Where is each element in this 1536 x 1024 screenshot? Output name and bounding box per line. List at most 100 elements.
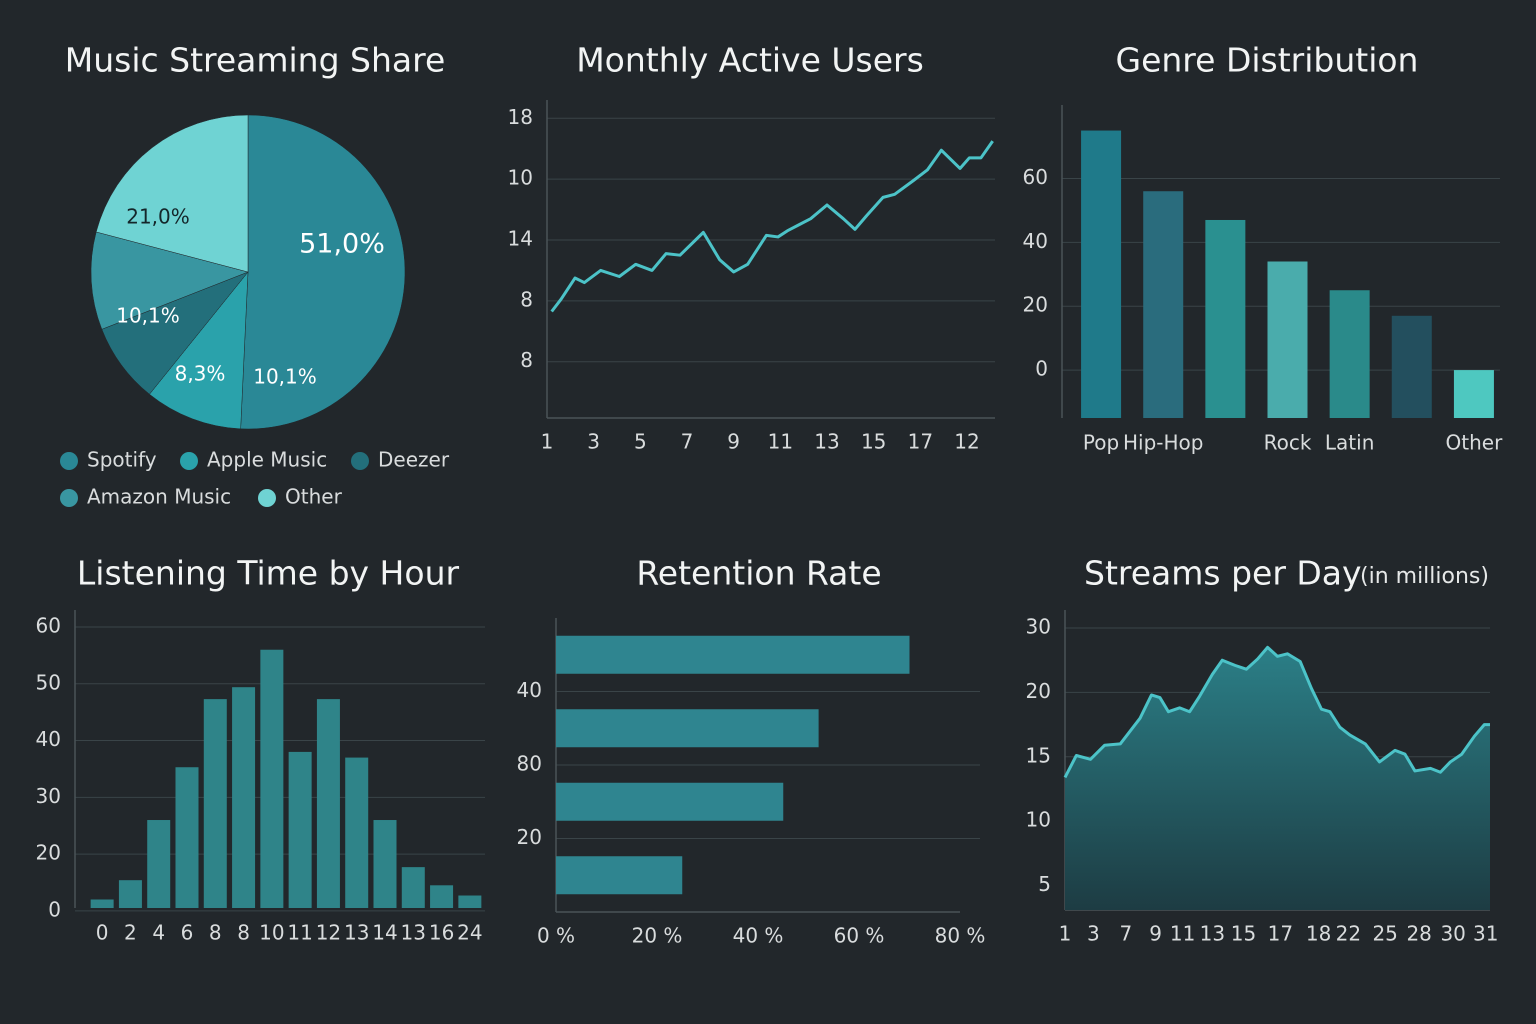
x-tick-label: Other	[1446, 431, 1504, 455]
x-tick-label: 18	[1306, 922, 1331, 946]
y-tick-label: 8	[520, 287, 533, 311]
bar	[556, 782, 784, 821]
bar	[556, 709, 819, 748]
x-tick-label: Rock	[1264, 431, 1312, 455]
y-tick-label: 40	[36, 727, 61, 751]
chart-title: Genre Distribution	[1116, 41, 1419, 80]
x-tick-label: 22	[1336, 922, 1361, 946]
y-tick-label: 15	[1026, 743, 1051, 767]
bar	[1081, 130, 1122, 418]
x-tick-label: 3	[587, 430, 600, 454]
y-tick-label: 20	[36, 841, 61, 865]
y-tick-label: 18	[508, 105, 533, 129]
y-tick-label: 10	[508, 166, 533, 190]
legend-label: Deezer	[378, 448, 450, 472]
y-tick-label: 40	[1023, 229, 1048, 253]
y-tick-label: 5	[1038, 872, 1051, 896]
bar	[232, 687, 256, 908]
legend-swatch	[351, 452, 369, 470]
x-tick-label: 20 %	[632, 924, 683, 948]
legend-label: Amazon Music	[87, 485, 231, 509]
x-tick-label: 8	[209, 921, 222, 945]
x-tick-label: 0 %	[537, 924, 575, 948]
x-tick-label: 16	[429, 921, 454, 945]
x-tick-label: 13	[401, 921, 426, 945]
y-tick-label: 0	[1035, 357, 1048, 381]
chart-title: Retention Rate	[636, 554, 881, 593]
chart-title: Music Streaming Share	[65, 41, 446, 80]
y-tick-label: 14	[508, 226, 533, 250]
bar	[373, 820, 397, 908]
x-tick-label: 40 %	[733, 924, 784, 948]
x-tick-label: 2	[124, 921, 137, 945]
x-tick-label: 4	[152, 921, 165, 945]
slice-label: 10,1%	[116, 304, 180, 328]
x-tick-label: 7	[681, 430, 694, 454]
x-tick-label: 24	[457, 921, 482, 945]
x-tick-label: 25	[1372, 922, 1397, 946]
x-tick-label: 15	[1231, 922, 1256, 946]
legend-label: Spotify	[87, 448, 157, 472]
x-tick-label: 1	[1059, 922, 1072, 946]
legend-swatch	[180, 452, 198, 470]
bar	[147, 820, 171, 908]
x-tick-label: Hip-Hop	[1123, 431, 1203, 455]
chart-title: Monthly Active Users	[576, 41, 924, 80]
x-tick-label: 17	[908, 430, 933, 454]
x-tick-label: 7	[1120, 922, 1133, 946]
bar	[1453, 370, 1494, 418]
chart-title: Listening Time by Hour	[77, 554, 460, 593]
y-axis-label: 40	[517, 678, 542, 702]
x-tick-label: 80 %	[935, 924, 986, 948]
bar	[175, 767, 199, 908]
x-tick-label: 11	[287, 921, 312, 945]
chart-title: Streams per Day	[1084, 554, 1362, 593]
y-tick-label: 60	[1023, 165, 1048, 189]
x-tick-label: 9	[727, 430, 740, 454]
x-tick-label: 11	[1170, 922, 1195, 946]
y-axis-label: 20	[517, 825, 542, 849]
x-tick-label: 31	[1473, 922, 1498, 946]
legend-swatch	[258, 489, 276, 507]
y-tick-label: 60	[36, 614, 61, 638]
pie-slice	[240, 114, 406, 430]
x-tick-label: 9	[1149, 922, 1162, 946]
x-tick-label: 28	[1406, 922, 1431, 946]
x-tick-label: 12	[954, 430, 979, 454]
bar	[1143, 191, 1184, 418]
x-tick-label: 10	[259, 921, 284, 945]
legend-label: Other	[285, 485, 343, 509]
bar	[345, 757, 369, 908]
bar	[430, 885, 454, 908]
x-tick-label: 14	[372, 921, 397, 945]
chart-subtitle: (in millions)	[1360, 564, 1489, 589]
y-tick-label: 20	[1023, 293, 1048, 317]
x-tick-label: 0	[96, 921, 109, 945]
area	[1065, 647, 1490, 910]
x-tick-label: 15	[861, 430, 886, 454]
slice-label: 10,1%	[253, 365, 317, 389]
x-tick-label: 5	[634, 430, 647, 454]
x-tick-label: Pop	[1083, 431, 1119, 455]
bar	[1329, 290, 1370, 418]
y-tick-label: 50	[36, 670, 61, 694]
bar	[1205, 219, 1246, 418]
slice-label: 21,0%	[126, 205, 190, 229]
x-tick-label: 13	[1200, 922, 1225, 946]
bar	[401, 867, 425, 908]
x-tick-label: 3	[1087, 922, 1100, 946]
x-tick-label: 13	[814, 430, 839, 454]
legend-label: Apple Music	[207, 448, 327, 472]
area-line	[1063, 645, 1490, 779]
bar	[203, 699, 227, 908]
bar	[458, 895, 482, 908]
line	[550, 140, 994, 313]
bar	[1267, 261, 1308, 418]
x-tick-label: 60 %	[834, 924, 885, 948]
x-tick-label: Latin	[1325, 431, 1374, 455]
y-tick-label: 10	[1026, 808, 1051, 832]
y-tick-label: 8	[520, 348, 533, 372]
legend-swatch	[60, 452, 78, 470]
bar	[288, 751, 312, 908]
